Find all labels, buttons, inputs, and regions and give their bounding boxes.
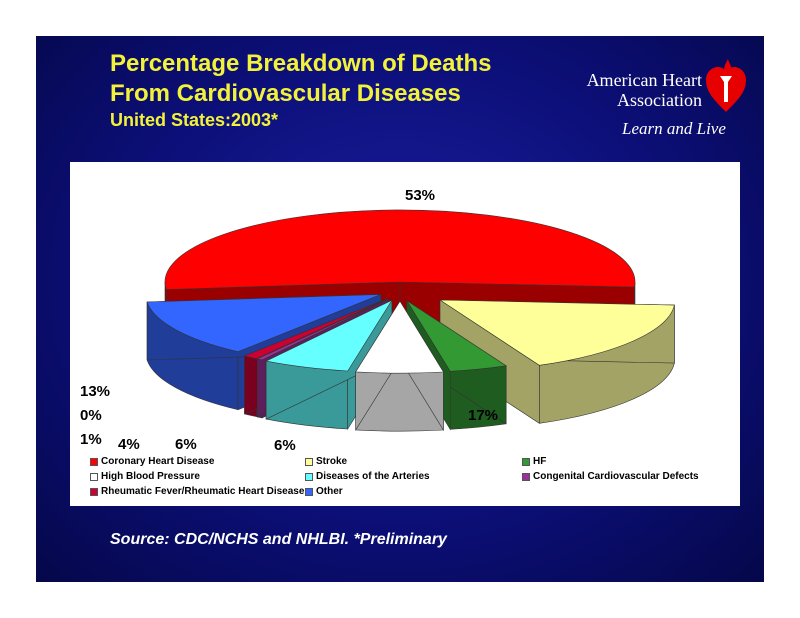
legend-item-diseases-of-the-arteries: Diseases of the Arteries — [305, 471, 430, 482]
heart-torch-logo-icon — [706, 59, 746, 112]
legend-swatch — [90, 457, 98, 466]
slide-background: Percentage Breakdown of Deaths From Card… — [36, 36, 764, 582]
data-label-stroke: 17% — [468, 407, 498, 424]
legend-label: Congenital Cardiovascular Defects — [533, 471, 699, 482]
data-label-diseases-of-the-arteries: 6% — [175, 436, 197, 453]
aha-logo-tagline: Learn and Live — [622, 119, 726, 138]
legend-label: Stroke — [316, 456, 348, 467]
legend-item-coronary-heart-disease: Coronary Heart Disease — [90, 456, 214, 467]
legend-item-stroke: Stroke — [305, 456, 347, 467]
legend-swatch — [522, 472, 530, 481]
legend-label: Other — [316, 486, 343, 497]
pie-chart: 53% 17% 4% 6% 6% 0% 1% 13% — [80, 187, 675, 454]
chart-panel: 53% 17% 4% 6% 6% 0% 1% 13% Coronary Heart Disea… — [70, 162, 740, 506]
legend-swatch — [305, 457, 313, 466]
data-label-high-blood-pressure: 6% — [274, 437, 296, 454]
legend-label: Rheumatic Fever/Rheumatic Heart Disease — [101, 486, 305, 497]
legend-swatch — [90, 487, 98, 496]
source-note: Source: CDC/NCHS and NHLBI. *Preliminary — [110, 531, 447, 548]
data-label-hf: 4% — [118, 436, 140, 453]
legend-label: Coronary Heart Disease — [101, 456, 215, 467]
legend-item-high-blood-pressure: High Blood Pressure — [90, 471, 200, 482]
pie-slice-hf — [406, 299, 507, 431]
data-label-other: 13% — [80, 383, 110, 400]
legend-label: HF — [533, 456, 547, 467]
chart-subtitle: United States:2003* — [110, 110, 279, 130]
legend-item-congenital-cardiovascular-defects: Congenital Cardiovascular Defects — [522, 471, 699, 482]
pie-slice-high-blood-pressure — [355, 300, 444, 432]
legend-item-other: Other — [305, 486, 343, 497]
chart-title-line-1: Percentage Breakdown of Deaths — [110, 50, 492, 77]
legend-swatch — [305, 472, 313, 481]
legend-label: High Blood Pressure — [101, 471, 200, 482]
aha-logo-name: American Heart Association — [522, 70, 702, 110]
legend-label: Diseases of the Arteries — [316, 471, 430, 482]
legend-item-rheumatic-fever-rheumatic-heart-disease: Rheumatic Fever/Rheumatic Heart Disease — [90, 486, 304, 497]
aha-logo-name-line-1: American Heart — [586, 70, 702, 90]
data-label-rheumatic-fever-rheumatic-heart-disease: 1% — [80, 431, 102, 448]
chart-title-line-2: From Cardiovascular Diseases — [110, 80, 461, 107]
data-label-congenital-cardiovascular-defects: 0% — [80, 407, 102, 424]
legend-item-hf: HF — [522, 456, 546, 467]
aha-logo-name-line-2: Association — [617, 90, 702, 110]
data-label-coronary-heart-disease: 53% — [405, 187, 435, 204]
legend-swatch — [90, 472, 98, 481]
legend-swatch — [522, 457, 530, 466]
legend-swatch — [305, 487, 313, 496]
